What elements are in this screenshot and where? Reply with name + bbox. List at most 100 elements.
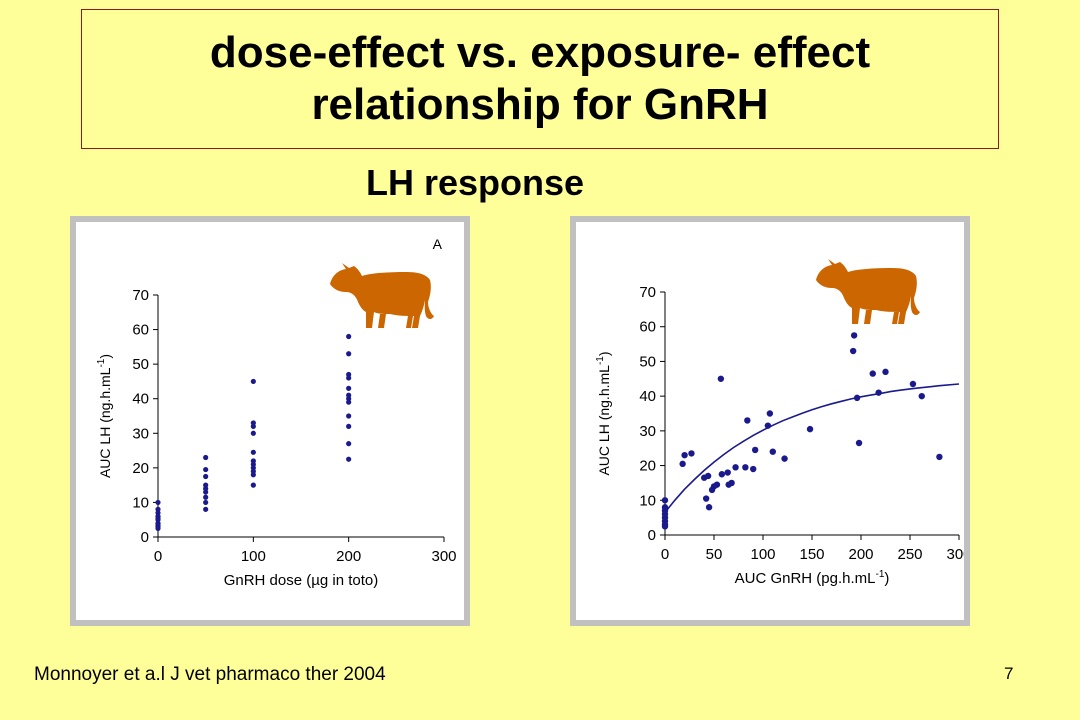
- chart-a-data-point: [346, 385, 352, 391]
- chart-a-data-point: [203, 494, 209, 500]
- chart-a-data-point: [155, 525, 161, 531]
- chart-b-data-point: [766, 410, 774, 417]
- chart-b-y-tick-label: 20: [639, 458, 656, 475]
- chart-a-data-point: [346, 423, 352, 429]
- chart-a-x-tick-label: 100: [241, 548, 266, 565]
- chart-b-data-point: [732, 464, 739, 471]
- cow-leg: [864, 310, 872, 324]
- chart-b-y-tick-label: 50: [639, 353, 656, 370]
- chart-a-data-point: [203, 489, 209, 495]
- chart-a-data-point: [346, 351, 352, 357]
- chart-a-data-point: [250, 378, 256, 385]
- chart-b-data-point: [882, 368, 889, 376]
- chart-a-data-point: [203, 454, 209, 461]
- chart-a-x-tick-label: 300: [431, 548, 456, 565]
- chart-b-fit-curve: [664, 383, 960, 513]
- chart-a-x-tick-label: 200: [336, 548, 361, 565]
- chart-b-x-tick-label: 50: [706, 546, 723, 563]
- chart-b-y-tick-label: 60: [639, 319, 656, 336]
- chart-a-y-tick-label: 70: [132, 287, 149, 304]
- chart-b-data-point: [936, 453, 943, 461]
- chart-a-y-tick-label: 30: [132, 425, 149, 442]
- chart-b-data-point: [769, 448, 776, 455]
- chart-a-data-point: [346, 413, 352, 419]
- chart-b-data-point: [909, 380, 917, 388]
- chart-b-data-point: [742, 464, 749, 471]
- cow-leg: [892, 312, 899, 324]
- chart-b-data-point: [704, 472, 712, 480]
- chart-b-data-point: [764, 422, 772, 429]
- chart-a-data-point: [203, 466, 209, 473]
- chart-b-data-point: [679, 460, 686, 468]
- chart-b-data-point: [681, 451, 688, 459]
- chart-a-y-axis-label: AUC LH (ng.h.mL-1): [96, 354, 113, 478]
- chart-b-data-point: [849, 347, 857, 355]
- chart-b-x-tick-label: 300: [946, 546, 964, 563]
- cow-leg: [406, 316, 413, 328]
- chart-b-data-point: [717, 375, 725, 382]
- chart-a-data-point: [155, 499, 161, 506]
- chart-b-data-point: [869, 370, 876, 377]
- chart-b-y-tick-label: 10: [639, 492, 656, 509]
- chart-a-y-tick-label: 60: [132, 322, 149, 339]
- chart-a-x-axis-label: GnRH dose (µg in toto): [224, 572, 379, 589]
- chart-a-data-point: [250, 449, 256, 455]
- chart-b-data-point: [728, 479, 735, 487]
- chart-a-x-tick-label: 0: [154, 548, 162, 565]
- chart-b-y-tick-label: 70: [639, 284, 656, 301]
- cow-icon: [816, 259, 920, 324]
- chart-b-x-tick-label: 0: [661, 546, 669, 563]
- chart-b-data-point: [875, 389, 882, 396]
- slide-title: dose-effect vs. exposure- effect relatio…: [209, 28, 871, 129]
- chart-panel-b: B 010203040506070050100150200250300AUC L…: [570, 216, 970, 626]
- chart-b-x-axis-label: AUC GnRH (pg.h.mL-1): [735, 569, 890, 587]
- panel-label-a: A: [433, 236, 443, 252]
- chart-b-data-point: [744, 417, 751, 424]
- chart-b-y-axis-label: AUC LH (ng.h.mL-1): [595, 351, 612, 475]
- chart-b-data-point: [751, 446, 759, 454]
- chart-b-data-point: [713, 481, 721, 488]
- chart-b-data-point: [781, 455, 788, 462]
- chart-b-data-point: [855, 439, 863, 447]
- chart-b-data-point: [661, 497, 669, 504]
- slide-subtitle: LH response: [365, 162, 585, 203]
- chart-a-data-point: [250, 430, 256, 436]
- chart-b-svg: B 010203040506070050100150200250300AUC L…: [576, 222, 964, 620]
- chart-b-data-point: [661, 523, 669, 530]
- citation: Monnoyer et a.l J vet pharmaco ther 2004: [34, 664, 386, 685]
- chart-a-y-tick-label: 20: [132, 460, 149, 477]
- cow-body: [330, 263, 434, 328]
- chart-a-data-point: [203, 499, 209, 506]
- chart-a-data-point: [346, 333, 352, 340]
- chart-a-y-tick-label: 40: [132, 391, 149, 408]
- cow-leg: [378, 314, 386, 328]
- chart-b-x-tick-label: 150: [799, 546, 824, 563]
- chart-a-y-tick-label: 0: [141, 529, 149, 546]
- chart-b-data-point: [718, 471, 726, 478]
- chart-b-y-tick-label: 30: [639, 423, 656, 440]
- chart-a-data-point: [346, 399, 352, 405]
- chart-a-data-point: [346, 441, 352, 447]
- chart-b-data-point: [702, 495, 710, 502]
- chart-b-data-point: [853, 394, 861, 402]
- chart-b-data-point: [806, 425, 814, 433]
- chart-a-y-tick-label: 50: [132, 356, 149, 373]
- chart-a-data-point: [250, 423, 256, 429]
- page-number: 7: [1004, 664, 1014, 683]
- chart-b-data-point: [850, 332, 858, 339]
- chart-b-x-tick-label: 100: [750, 546, 775, 563]
- cow-icon: [330, 263, 434, 328]
- chart-a-data-point: [203, 506, 209, 512]
- chart-panel-a: A 0 10 20 30 40 50 60 70 0 100 200 300 AUC LH (ng.h.…: [70, 216, 470, 626]
- chart-a-data-point: [346, 456, 352, 462]
- chart-b-y-tick-label: 0: [648, 527, 656, 544]
- chart-b-data-point: [705, 504, 713, 511]
- cow-body: [816, 259, 920, 324]
- chart-b-data-point: [918, 392, 925, 400]
- chart-b-x-tick-label: 250: [897, 546, 922, 563]
- chart-a-y-tick-label: 10: [132, 494, 149, 511]
- chart-a-data-point: [250, 472, 256, 478]
- chart-b-data-point: [724, 469, 731, 476]
- chart-b-data-point: [750, 465, 757, 473]
- chart-b-y-tick-label: 40: [639, 388, 656, 405]
